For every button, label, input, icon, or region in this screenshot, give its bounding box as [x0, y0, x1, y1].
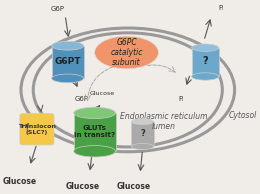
- FancyBboxPatch shape: [52, 46, 83, 78]
- FancyBboxPatch shape: [74, 113, 115, 151]
- Text: Translocon
(SLC?): Translocon (SLC?): [18, 124, 56, 135]
- Ellipse shape: [132, 119, 154, 125]
- Text: GLUTs
in transit?: GLUTs in transit?: [74, 125, 115, 138]
- Text: Endoplasmic reticulum
lumen: Endoplasmic reticulum lumen: [120, 112, 207, 131]
- Text: Cytosol: Cytosol: [229, 111, 257, 120]
- Text: Pᵢ: Pᵢ: [218, 5, 224, 11]
- FancyBboxPatch shape: [20, 113, 54, 145]
- Text: Glucose: Glucose: [3, 177, 37, 186]
- FancyBboxPatch shape: [192, 48, 219, 76]
- Text: G6P: G6P: [74, 96, 88, 102]
- Ellipse shape: [192, 73, 219, 80]
- Text: G6PT: G6PT: [54, 57, 81, 66]
- Ellipse shape: [52, 41, 83, 50]
- Ellipse shape: [74, 146, 115, 157]
- Ellipse shape: [132, 143, 154, 150]
- Text: Pᵢ: Pᵢ: [178, 96, 183, 102]
- Text: ?: ?: [202, 56, 208, 66]
- Ellipse shape: [52, 74, 83, 83]
- Text: G6P: G6P: [51, 6, 65, 12]
- Ellipse shape: [192, 44, 219, 51]
- Text: G6PC
catalytic
subunit: G6PC catalytic subunit: [110, 38, 143, 67]
- Text: Glucose: Glucose: [89, 91, 115, 96]
- Text: Glucose: Glucose: [65, 182, 99, 191]
- Ellipse shape: [74, 107, 115, 119]
- Text: ?: ?: [140, 129, 145, 138]
- Ellipse shape: [95, 36, 159, 69]
- FancyBboxPatch shape: [132, 122, 154, 146]
- Text: Glucose: Glucose: [117, 182, 151, 191]
